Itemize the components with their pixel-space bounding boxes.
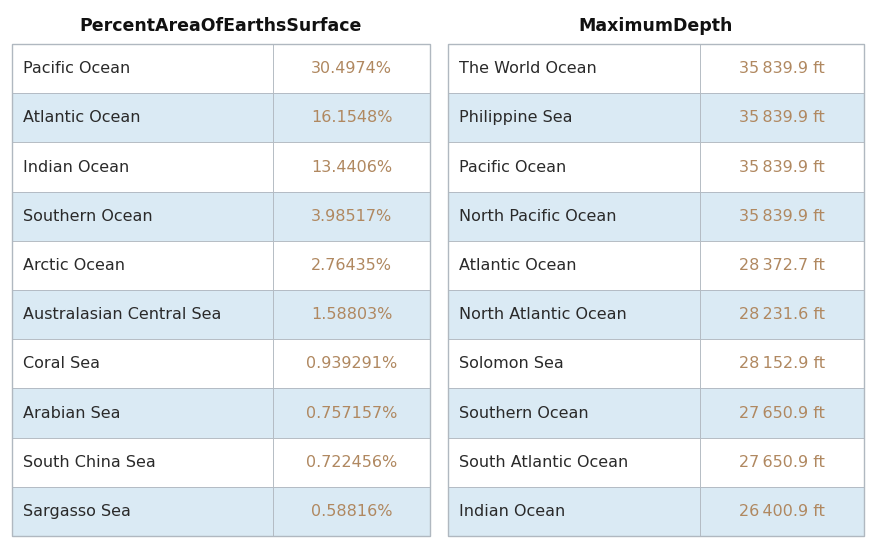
Bar (448, 388, 700, 437)
Bar (273, 339, 430, 388)
Bar (448, 191, 700, 241)
Text: 28 152.9 ft: 28 152.9 ft (738, 356, 825, 372)
Text: 16.1548%: 16.1548% (311, 110, 392, 125)
Text: South China Sea: South China Sea (23, 455, 156, 469)
Text: Solomon Sea: Solomon Sea (459, 356, 564, 372)
Bar (700, 44, 864, 93)
Bar (12, 437, 273, 487)
Bar (448, 93, 700, 143)
Bar (448, 437, 700, 487)
Bar (700, 339, 864, 388)
Bar (448, 44, 864, 536)
Bar (273, 44, 430, 93)
Bar (12, 93, 273, 143)
Text: 27 650.9 ft: 27 650.9 ft (738, 405, 825, 421)
Text: 0.757157%: 0.757157% (306, 405, 398, 421)
Text: North Pacific Ocean: North Pacific Ocean (459, 209, 617, 224)
Text: North Atlantic Ocean: North Atlantic Ocean (459, 307, 626, 322)
Bar (700, 143, 864, 191)
Text: 27 650.9 ft: 27 650.9 ft (738, 455, 825, 469)
Bar (273, 388, 430, 437)
Bar (12, 487, 273, 536)
Text: 1.58803%: 1.58803% (311, 307, 392, 322)
Text: Philippine Sea: Philippine Sea (459, 110, 573, 125)
Text: Pacific Ocean: Pacific Ocean (459, 159, 566, 175)
Bar (700, 388, 864, 437)
Bar (700, 437, 864, 487)
Text: 0.722456%: 0.722456% (306, 455, 397, 469)
Text: 0.58816%: 0.58816% (311, 504, 392, 519)
Bar (12, 290, 273, 339)
Text: 30.4974%: 30.4974% (311, 61, 392, 76)
Bar (12, 339, 273, 388)
Bar (12, 241, 273, 290)
Text: 28 372.7 ft: 28 372.7 ft (738, 258, 825, 273)
Bar (273, 487, 430, 536)
Bar (273, 437, 430, 487)
Bar (12, 143, 273, 191)
Bar (12, 44, 273, 93)
Bar (700, 93, 864, 143)
Text: 35 839.9 ft: 35 839.9 ft (739, 61, 824, 76)
Text: Arctic Ocean: Arctic Ocean (23, 258, 125, 273)
Text: 3.98517%: 3.98517% (311, 209, 392, 224)
Bar (448, 143, 700, 191)
Text: MaximumDepth: MaximumDepth (579, 17, 733, 35)
Text: Coral Sea: Coral Sea (23, 356, 100, 372)
Text: Atlantic Ocean: Atlantic Ocean (23, 110, 140, 125)
Bar (700, 191, 864, 241)
Bar (273, 93, 430, 143)
Text: South Atlantic Ocean: South Atlantic Ocean (459, 455, 628, 469)
Bar (700, 487, 864, 536)
Text: 35 839.9 ft: 35 839.9 ft (739, 159, 824, 175)
Text: Southern Ocean: Southern Ocean (23, 209, 152, 224)
Text: Arabian Sea: Arabian Sea (23, 405, 121, 421)
Bar (273, 143, 430, 191)
Text: 0.939291%: 0.939291% (306, 356, 397, 372)
Text: Southern Ocean: Southern Ocean (459, 405, 589, 421)
Text: Pacific Ocean: Pacific Ocean (23, 61, 131, 76)
Bar (12, 44, 430, 536)
Bar (273, 191, 430, 241)
Bar (448, 44, 700, 93)
Text: 26 400.9 ft: 26 400.9 ft (738, 504, 825, 519)
Text: Atlantic Ocean: Atlantic Ocean (459, 258, 576, 273)
Bar (448, 241, 700, 290)
Bar (448, 339, 700, 388)
Text: 35 839.9 ft: 35 839.9 ft (739, 209, 824, 224)
Bar (700, 241, 864, 290)
Text: Sargasso Sea: Sargasso Sea (23, 504, 131, 519)
Text: 28 231.6 ft: 28 231.6 ft (738, 307, 825, 322)
Bar (273, 241, 430, 290)
Bar (12, 191, 273, 241)
Bar (700, 290, 864, 339)
Text: Indian Ocean: Indian Ocean (459, 504, 565, 519)
Text: Indian Ocean: Indian Ocean (23, 159, 130, 175)
Text: 13.4406%: 13.4406% (311, 159, 392, 175)
Text: Australasian Central Sea: Australasian Central Sea (23, 307, 222, 322)
Text: PercentAreaOfEarthsSurface: PercentAreaOfEarthsSurface (80, 17, 362, 35)
Bar (12, 388, 273, 437)
Text: The World Ocean: The World Ocean (459, 61, 597, 76)
Bar (273, 290, 430, 339)
Text: 35 839.9 ft: 35 839.9 ft (739, 110, 824, 125)
Bar (448, 487, 700, 536)
Bar (448, 290, 700, 339)
Text: 2.76435%: 2.76435% (311, 258, 392, 273)
